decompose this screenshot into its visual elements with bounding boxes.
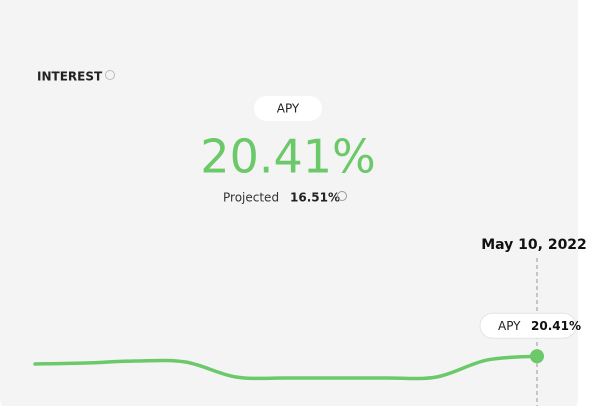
apy-pill-label: APY (277, 102, 300, 116)
projected-label: Projected (223, 191, 279, 205)
apy-value: 20.41% (200, 130, 375, 184)
section-title: INTEREST (37, 70, 103, 84)
card (0, 0, 578, 410)
tooltip (479, 312, 577, 339)
apy-pill[interactable] (254, 96, 322, 121)
tooltip-value: 20.41% (531, 319, 581, 333)
info-icon[interactable] (105, 70, 115, 80)
tooltip-name: APY (498, 319, 521, 333)
hover-point (530, 349, 544, 364)
projected-value: 16.51% (290, 191, 340, 205)
hover-date: May 10, 2022 (481, 237, 587, 253)
info-icon[interactable] (337, 191, 347, 201)
apy-line (33, 354, 539, 381)
